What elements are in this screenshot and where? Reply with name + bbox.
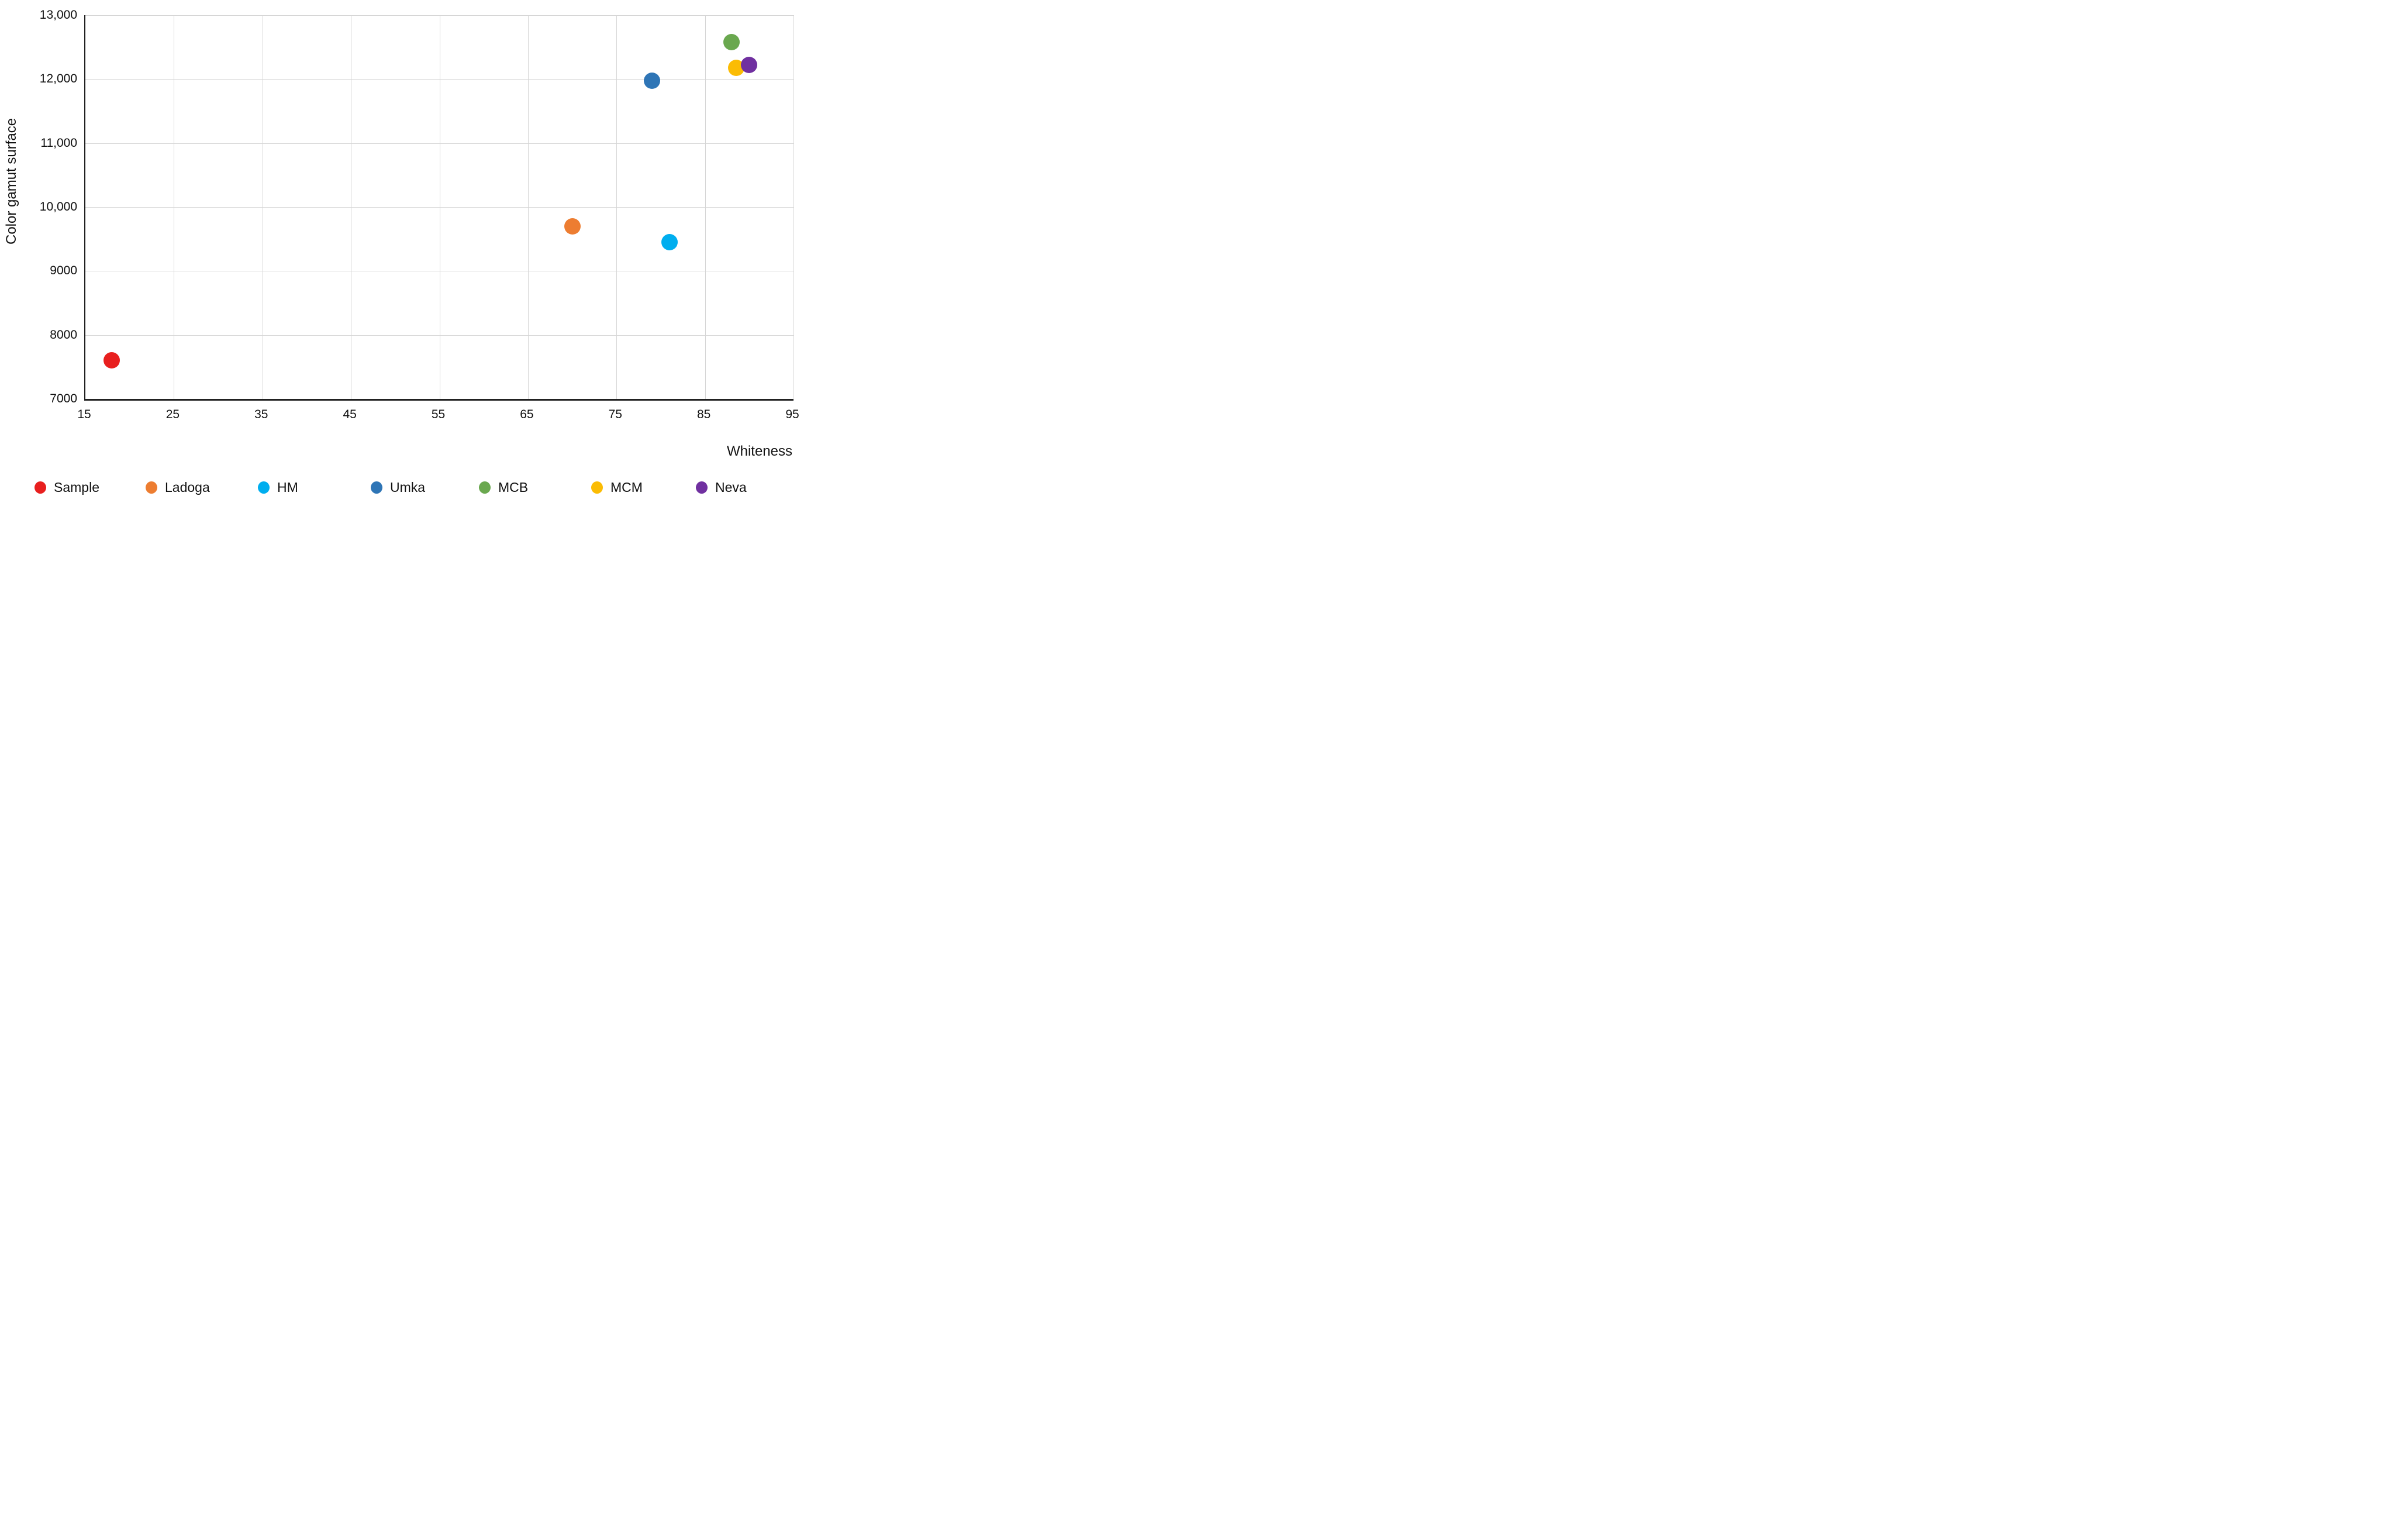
legend-label: Sample xyxy=(54,480,99,495)
legend-swatch-mcm-icon xyxy=(591,481,603,494)
legend-swatch-hm-icon xyxy=(258,481,270,494)
legend-item-sample[interactable]: Sample xyxy=(35,480,99,495)
y-axis-title: Color gamut surface xyxy=(4,118,19,245)
x-tick-label: 45 xyxy=(343,408,357,421)
legend-label: Ladoga xyxy=(165,480,210,495)
x-tick-label: 65 xyxy=(520,408,534,421)
legend: Sample Ladoga HM Umka MCB MCM Neva xyxy=(0,480,803,503)
legend-label: MCB xyxy=(498,480,529,495)
x-tick-label: 35 xyxy=(254,408,268,421)
data-point-neva[interactable] xyxy=(741,56,758,73)
legend-label: Neva xyxy=(715,480,747,495)
legend-item-mcb[interactable]: MCB xyxy=(479,480,528,495)
y-tick-label: 10,000 xyxy=(39,200,77,213)
y-tick-label: 13,000 xyxy=(39,8,77,22)
y-tick-label: 11,000 xyxy=(40,136,77,150)
data-point-mcb[interactable] xyxy=(723,34,740,51)
x-tick-label: 75 xyxy=(608,408,622,421)
legend-swatch-umka-icon xyxy=(371,481,382,494)
y-tick-label: 12,000 xyxy=(39,72,77,86)
legend-item-umka[interactable]: Umka xyxy=(371,480,425,495)
legend-label: MCM xyxy=(610,480,643,495)
y-tick-label: 7000 xyxy=(50,392,77,405)
plot-area xyxy=(84,15,794,401)
x-tick-label: 95 xyxy=(785,408,799,421)
data-point-hm[interactable] xyxy=(661,234,678,251)
legend-item-hm[interactable]: HM xyxy=(258,480,298,495)
legend-swatch-mcb-icon xyxy=(479,481,491,494)
x-tick-label: 25 xyxy=(165,408,180,421)
data-point-sample[interactable] xyxy=(104,352,120,369)
legend-swatch-neva-icon xyxy=(696,481,708,494)
y-tick-label: 9000 xyxy=(50,264,77,278)
legend-item-neva[interactable]: Neva xyxy=(696,480,747,495)
legend-item-ladoga[interactable]: Ladoga xyxy=(146,480,210,495)
horizontal-gridline xyxy=(85,207,794,208)
data-point-umka[interactable] xyxy=(643,73,660,89)
y-tick-label: 8000 xyxy=(50,328,77,342)
horizontal-gridline xyxy=(85,15,794,16)
scatter-chart: Color gamut surface 7000 8000 9000 10,000 11… xyxy=(0,0,803,507)
legend-item-mcm[interactable]: MCM xyxy=(591,480,643,495)
legend-swatch-ladoga-icon xyxy=(146,481,157,494)
x-tick-label: 85 xyxy=(696,408,711,421)
horizontal-gridline xyxy=(85,79,794,80)
x-axis-title: Whiteness xyxy=(726,443,792,459)
legend-label: HM xyxy=(277,480,298,495)
horizontal-gridline xyxy=(85,335,794,336)
x-tick-label: 55 xyxy=(431,408,446,421)
legend-swatch-sample-icon xyxy=(35,481,46,494)
data-point-ladoga[interactable] xyxy=(564,218,581,235)
horizontal-gridline xyxy=(85,143,794,144)
x-tick-label: 15 xyxy=(77,408,91,421)
legend-label: Umka xyxy=(390,480,426,495)
